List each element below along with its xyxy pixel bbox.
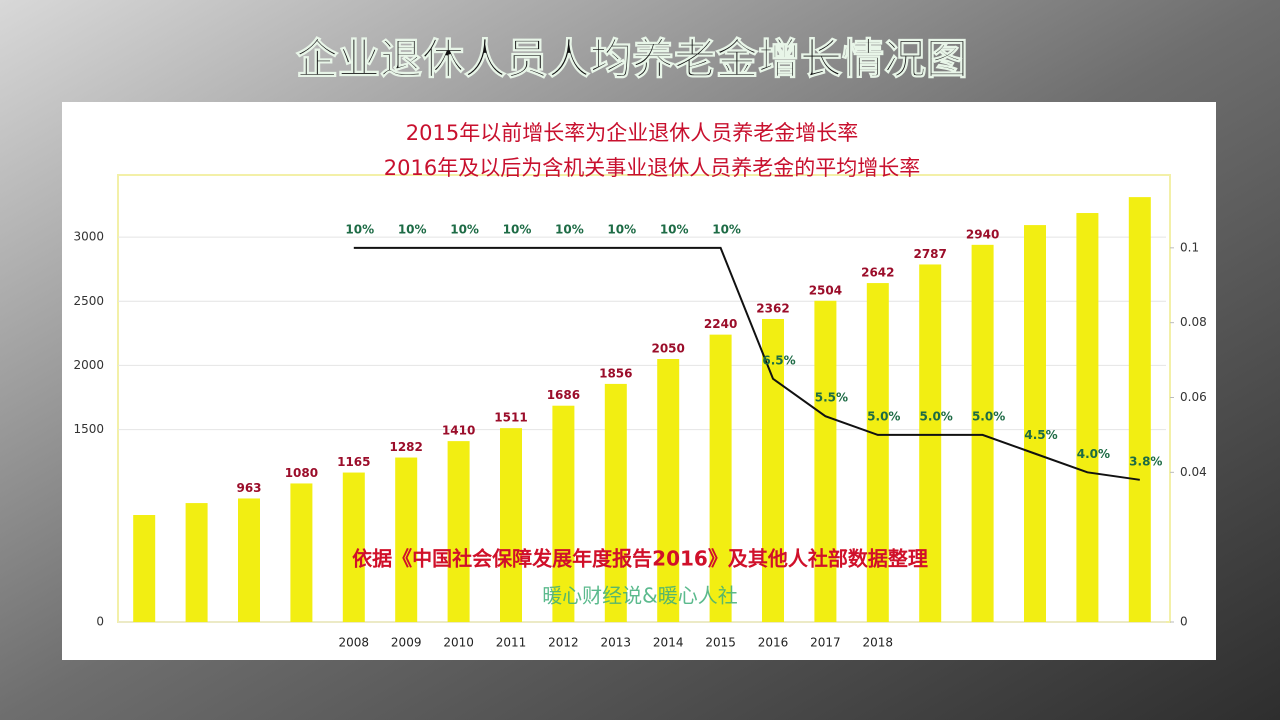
bar <box>1024 225 1046 623</box>
x-tick-label: 2017 <box>810 636 841 650</box>
line-label: 10% <box>660 222 689 236</box>
y-tick-label: 2500 <box>73 294 104 308</box>
y2-tick-label: 0.1 <box>1180 240 1199 254</box>
x-tick-label: 2012 <box>548 636 579 650</box>
subtitle: 2015年以前增长率为企业退休人员养老金增长率 <box>406 121 858 145</box>
x-tick-label: 2011 <box>496 636 527 650</box>
bar <box>395 457 418 622</box>
bar-label: 1410 <box>442 424 475 438</box>
bar-label: 1080 <box>285 466 318 480</box>
y2-tick-label: 0.06 <box>1180 390 1207 404</box>
bar <box>919 264 942 622</box>
x-tick-label: 2018 <box>863 636 894 650</box>
bar-label: 2787 <box>913 247 946 261</box>
x-tick-label: 2015 <box>705 636 736 650</box>
line-label: 4.5% <box>1024 428 1057 442</box>
y-tick-label: 0 <box>96 615 104 629</box>
line-label: 10% <box>503 222 532 236</box>
y-tick-label: 1500 <box>73 422 104 436</box>
line-label: 6.5% <box>762 353 795 367</box>
bar <box>1128 197 1151 622</box>
x-tick-label: 2014 <box>653 636 684 650</box>
y2-tick-label: 0.08 <box>1180 315 1207 329</box>
x-tick-label: 2009 <box>391 636 422 650</box>
line-label: 10% <box>712 222 741 236</box>
y2-tick-label: 0.04 <box>1180 465 1207 479</box>
bar-label: 963 <box>236 481 261 495</box>
line-label: 5.0% <box>972 409 1005 423</box>
x-tick-label: 2013 <box>601 636 632 650</box>
line-label: 10% <box>345 222 374 236</box>
line-label: 10% <box>450 222 479 236</box>
subtitle: 2016年及以后为含机关事业退休人员养老金的平均增长率 <box>384 156 920 180</box>
bar-label: 2050 <box>651 342 684 356</box>
bar <box>133 515 156 622</box>
bar <box>290 483 313 622</box>
bar-label: 1511 <box>494 411 527 425</box>
y2-tick-label: 0 <box>1180 615 1188 629</box>
bar <box>971 244 994 622</box>
y-tick-label: 2000 <box>73 358 104 372</box>
annotation: 依据《中国社会保障发展年度报告2016》及其他人社部数据整理 <box>352 547 928 571</box>
bar-label: 2362 <box>756 301 789 315</box>
bar <box>500 428 522 622</box>
line-label: 10% <box>398 222 427 236</box>
bar <box>604 383 627 622</box>
line-label: 5.5% <box>815 391 848 405</box>
bar <box>657 359 680 622</box>
line-label: 3.8% <box>1129 454 1162 468</box>
bar-label: 2940 <box>966 227 999 241</box>
line <box>353 246 1140 481</box>
x-tick-label: 2008 <box>339 636 370 650</box>
line-label: 10% <box>555 222 584 236</box>
y-tick-label: 3000 <box>73 230 104 244</box>
bar-label: 1282 <box>389 440 422 454</box>
watermark: 暖心财经说&暖心人社 <box>542 584 738 608</box>
line-label: 5.0% <box>867 409 900 423</box>
bar <box>552 405 575 622</box>
line-label: 10% <box>607 222 636 236</box>
x-tick-label: 2010 <box>443 636 474 650</box>
bar <box>866 283 889 622</box>
chart-title: 企业退休人员人均养老金增长情况图 <box>296 35 968 84</box>
bar-label: 1165 <box>337 455 370 469</box>
bar <box>709 334 732 622</box>
bar-label: 1686 <box>547 388 580 402</box>
bar <box>814 300 837 622</box>
x-tick-label: 2016 <box>758 636 789 650</box>
bar <box>447 441 470 622</box>
line-label: 5.0% <box>920 409 953 423</box>
bar <box>342 472 365 622</box>
bar <box>185 503 208 622</box>
bar <box>1076 213 1099 622</box>
bar-label: 2504 <box>809 283 842 297</box>
bar-label: 2642 <box>861 266 894 280</box>
bar-label: 2240 <box>704 317 737 331</box>
bar-label: 1856 <box>599 366 632 380</box>
line-label: 4.0% <box>1077 447 1110 461</box>
bar <box>762 318 784 622</box>
bar <box>238 498 260 622</box>
